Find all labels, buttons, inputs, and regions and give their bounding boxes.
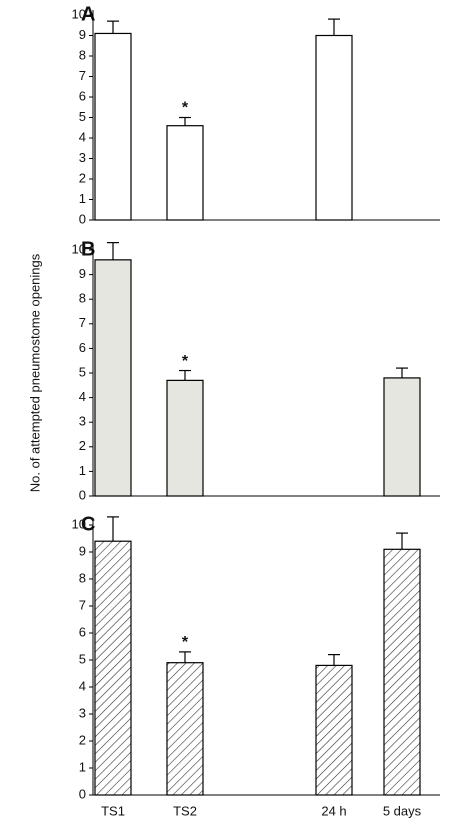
bar: [166, 125, 204, 221]
y-tick-label: 10: [72, 516, 86, 531]
y-tick-label: 6: [79, 340, 86, 355]
panel-title: B: [81, 238, 95, 260]
bar: [94, 32, 132, 221]
y-tick-label: 9: [79, 543, 86, 558]
y-tick-label: 6: [79, 624, 86, 639]
y-tick-label: 7: [79, 68, 86, 83]
y-tick-label: 7: [79, 315, 86, 330]
bar: [383, 548, 421, 796]
y-tick-label: 0: [79, 487, 86, 502]
y-tick-label: 9: [79, 27, 86, 42]
y-tick-label: 5: [79, 364, 86, 379]
annotation: *: [182, 353, 189, 370]
y-tick-label: 2: [79, 732, 86, 747]
x-tick-label: TS2: [173, 803, 197, 818]
y-tick-label: 7: [79, 597, 86, 612]
annotation: *: [182, 634, 189, 651]
y-tick-label: 1: [79, 463, 86, 478]
bar: [315, 34, 353, 221]
y-tick-label: 1: [79, 191, 86, 206]
annotation: *: [182, 100, 189, 117]
y-tick-label: 10: [72, 6, 86, 21]
y-tick-label: 10: [72, 241, 86, 256]
y-tick-label: 8: [79, 47, 86, 62]
x-tick-label: 24 h: [321, 803, 346, 818]
bar: [94, 259, 132, 497]
y-tick-label: 6: [79, 88, 86, 103]
y-tick-label: 0: [79, 211, 86, 226]
bar: [166, 379, 204, 497]
x-tick-label: TS1: [101, 803, 125, 818]
x-tick-label: 5 days: [383, 803, 422, 818]
y-tick-label: 8: [79, 570, 86, 585]
y-tick-label: 5: [79, 109, 86, 124]
y-tick-label: 5: [79, 651, 86, 666]
y-tick-label: 1: [79, 759, 86, 774]
y-tick-label: 4: [79, 678, 86, 693]
bar: [315, 664, 353, 796]
y-tick-label: 4: [79, 129, 86, 144]
y-tick-label: 3: [79, 705, 86, 720]
y-tick-label: 2: [79, 438, 86, 453]
bar: [94, 540, 132, 796]
panel-title: A: [81, 3, 95, 25]
y-axis-label: No. of attempted pneumostome openings: [27, 253, 42, 492]
y-tick-label: 4: [79, 389, 86, 404]
y-tick-label: 9: [79, 266, 86, 281]
panel-title: C: [81, 513, 95, 535]
y-tick-label: 0: [79, 786, 86, 801]
y-tick-label: 2: [79, 170, 86, 185]
bar: [383, 377, 421, 497]
y-tick-label: 8: [79, 291, 86, 306]
y-tick-label: 3: [79, 150, 86, 165]
y-tick-label: 3: [79, 414, 86, 429]
bar: [166, 662, 204, 796]
